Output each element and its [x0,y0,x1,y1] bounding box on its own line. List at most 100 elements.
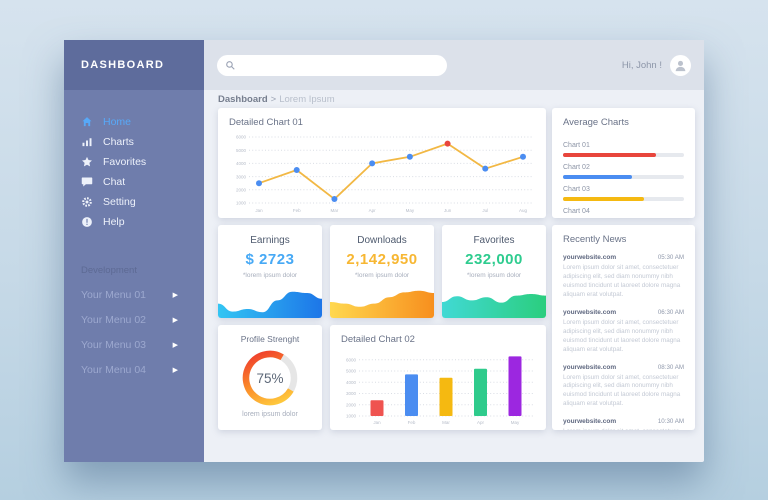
svg-text:1000: 1000 [236,201,247,206]
svg-text:2000: 2000 [346,402,357,407]
progress-fill [563,197,645,201]
progress-row: Chart 01 [563,142,684,157]
svg-text:Apr: Apr [477,420,485,425]
sidebar-item-chat[interactable]: Chat [81,172,204,192]
news-source-link[interactable]: yourwebsite.com [563,308,617,316]
sidebar-item-label: Charts [103,136,134,148]
sidebar-item-label: Home [103,116,132,128]
sidebar-item-your-menu-02[interactable]: Your Menu 02 ▶ [64,314,204,326]
sparkline-area [330,286,434,318]
profile-strength-card: Profile Strenght 75% lorem ipsum dolor [218,325,322,430]
line-chart: 1000 2000 3000 4000 5000 6000 Jan Feb Mar Apr May J… [223,131,541,215]
play-arrow-icon: ▶ [172,341,178,349]
sidebar-item-charts[interactable]: Charts [81,132,204,152]
progress-track [563,153,684,157]
news-body: Lorem ipsum dolor sit amet, consectetuer… [563,318,681,353]
recently-news-card: Recently News yourwebsite.com 05:30 AM L… [552,225,695,430]
topbar: Hi, John ! [204,40,704,90]
chart-title: Detailed Chart 01 [229,117,303,128]
home-icon [81,116,93,128]
star-icon [81,156,93,168]
svg-text:May: May [511,420,520,425]
sidebar-menu: Home Charts Favorites Chat [64,90,204,232]
svg-text:Jan: Jan [373,420,381,425]
card-title: Profile Strenght [240,334,300,344]
sidebar-item-your-menu-04[interactable]: Your Menu 04 ▶ [64,364,204,376]
app-title: DASHBOARD [81,59,165,71]
svg-text:4000: 4000 [236,161,247,166]
search-input[interactable] [236,59,430,71]
breadcrumb-separator: > [270,94,277,105]
app-window: DASHBOARD Home Charts Favorites [64,40,704,462]
svg-text:Jan: Jan [255,208,263,213]
progress-label: Chart 02 [563,164,590,171]
chart-title: Average Charts [563,117,629,128]
card-caption: lorem ipsum dolor [242,411,298,418]
svg-text:Apr: Apr [369,208,377,213]
sidebar-item-label: Favorites [103,156,147,168]
gear-icon [81,196,93,208]
progress-list: Chart 01 Chart 02 Chart 03 Chart 04 [552,128,695,218]
sidebar-item-help[interactable]: Help [81,212,204,232]
stat-value: 232,000 [465,251,523,268]
avatar[interactable] [670,54,691,76]
sparkline-area [218,286,322,318]
svg-text:2000: 2000 [236,188,247,193]
sidebar-item-setting[interactable]: Setting [81,192,204,212]
svg-text:Mar: Mar [331,208,339,213]
sidebar-item-label: Chat [103,176,126,188]
news-body: Lorem ipsum dolor sit amet, consectetuer… [563,373,681,408]
sidebar-item-home[interactable]: Home [81,112,204,132]
progress-label: Chart 01 [563,142,590,149]
news-time: 10:30 AM [657,418,684,426]
stat-caption: *lorem ipsum dolor [242,272,298,279]
stat-caption: *lorem ipsum dolor [354,272,410,279]
chart-title: Detailed Chart 02 [341,334,415,345]
breadcrumb-dashboard[interactable]: Dashboard [218,94,268,105]
news-time: 05:30 AM [657,254,684,261]
progress-fill [563,153,657,157]
sidebar: DASHBOARD Home Charts Favorites [64,40,204,462]
svg-text:Feb: Feb [293,208,301,213]
bar-chart: 1000 2000 3000 4000 5000 6000 Jan Feb Mar Apr May [335,348,541,427]
sidebar-item-your-menu-03[interactable]: Your Menu 03 ▶ [64,339,204,351]
sparkline-area [442,286,546,318]
svg-text:Jun: Jun [444,208,452,213]
search-icon [225,60,236,71]
stat-title: Earnings [250,235,290,246]
svg-text:Aug: Aug [519,208,528,213]
news-body: Lorem ipsum dolor sit amet, consectetuer… [563,264,681,298]
user-greeting: Hi, John ! [621,59,662,71]
progress-row: Chart 04 [563,208,684,218]
news-source-link[interactable]: yourwebsite.com [563,418,617,426]
person-icon [675,60,686,71]
news-source-link[interactable]: yourwebsite.com [563,254,617,261]
svg-text:Feb: Feb [408,420,416,425]
earnings-card: Earnings $ 2723 *lorem ipsum dolor [218,225,322,318]
progress-label: Chart 03 [563,186,590,193]
news-item: yourwebsite.com 10:30 AM Lorem ipsum dol… [552,418,695,430]
play-arrow-icon: ▶ [172,366,178,374]
bar-chart-icon [81,136,93,148]
stat-caption: *lorem ipsum dolor [466,272,522,279]
donut-value: 75% [256,371,283,386]
downloads-card: Downloads 2,142,950 *lorem ipsum dolor [330,225,434,318]
progress-row: Chart 03 [563,186,684,201]
progress-row: Chart 02 [563,164,684,179]
search-bar[interactable] [217,54,447,76]
svg-text:May: May [406,208,415,213]
svg-text:3000: 3000 [346,391,357,396]
sidebar-item-your-menu-01[interactable]: Your Menu 01 ▶ [64,289,204,301]
stat-title: Downloads [357,235,407,246]
news-source-link[interactable]: yourwebsite.com [563,363,617,371]
svg-text:4000: 4000 [346,380,357,385]
card-title: Recently News [563,234,627,245]
chat-icon [81,176,93,188]
play-arrow-icon: ▶ [172,316,178,324]
sidebar-item-label: Help [103,216,125,228]
dev-item-label: Your Menu 02 [81,314,146,326]
donut-chart: 75% [218,347,322,409]
news-item: yourwebsite.com 05:30 AM Lorem ipsum dol… [552,254,695,300]
news-body: Lorem ipsum dolor sit amet, consectetuer… [563,428,684,430]
sidebar-item-favorites[interactable]: Favorites [81,152,204,172]
